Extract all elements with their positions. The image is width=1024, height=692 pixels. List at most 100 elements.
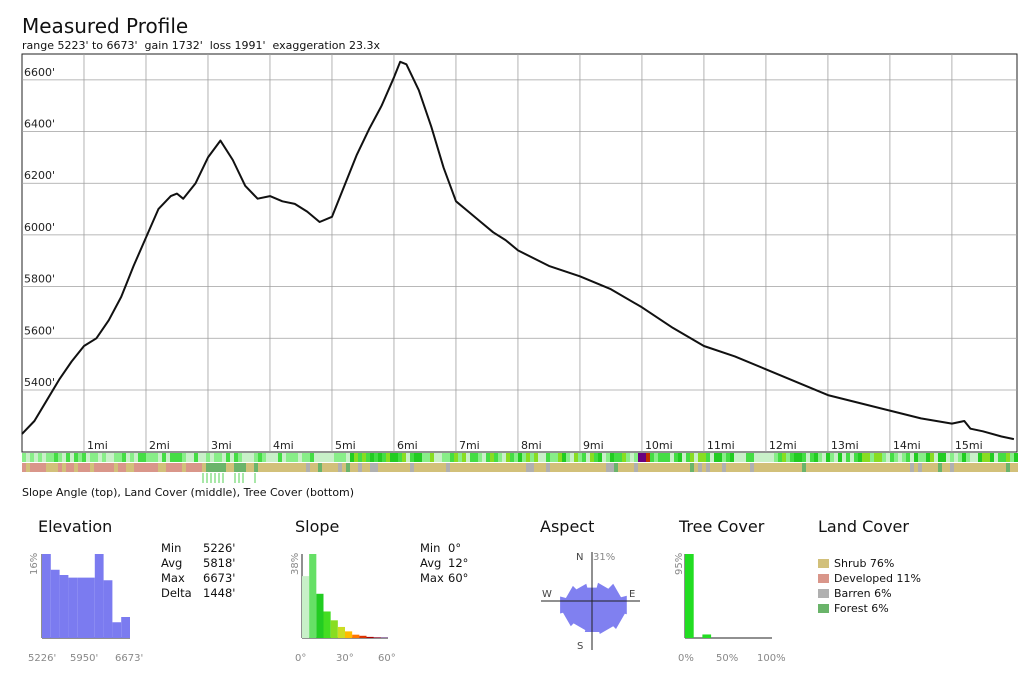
slope-strip-cell bbox=[462, 453, 466, 462]
slope-strip-cell bbox=[162, 453, 166, 462]
slope-strip-cell bbox=[774, 453, 778, 462]
slope-strip-cell bbox=[646, 453, 650, 462]
slope-strip-cell bbox=[422, 453, 426, 462]
x-tick-label: 13mi bbox=[831, 439, 859, 452]
land-cover-strip-cell bbox=[286, 463, 290, 472]
stat-row: Min 5226' bbox=[161, 541, 235, 556]
slope-strip-cell bbox=[242, 453, 246, 462]
slope-strip-cell bbox=[710, 453, 714, 462]
slope-hist-bar bbox=[302, 576, 310, 638]
land-cover-strip-cell bbox=[334, 463, 338, 472]
slope-strip-cell bbox=[338, 453, 342, 462]
strip-legend-caption: Slope Angle (top), Land Cover (middle), … bbox=[22, 486, 355, 499]
land-cover-strip-cell bbox=[954, 463, 958, 472]
page-subtitle: range 5223' to 6673' gain 1732' loss 199… bbox=[22, 39, 380, 52]
land-cover-strip-cell bbox=[190, 463, 194, 472]
slope-strip-cell bbox=[170, 453, 174, 462]
land-cover-strip-cell bbox=[422, 463, 426, 472]
land-cover-strip-cell bbox=[194, 463, 198, 472]
slope-hist-bar bbox=[352, 634, 360, 638]
slope-strip-cell bbox=[870, 453, 874, 462]
aspect-south-label: S bbox=[577, 641, 584, 652]
tree-cover-strip-cell bbox=[242, 473, 244, 483]
y-tick-label: 6200' bbox=[24, 169, 55, 182]
land-cover-strip-cell bbox=[678, 463, 682, 472]
stat-row: Min 0° bbox=[420, 541, 468, 556]
slope-strip-cell bbox=[958, 453, 962, 462]
land-cover-strip-cell bbox=[38, 463, 42, 472]
slope-strip-cell bbox=[750, 453, 754, 462]
slope-strip-cell bbox=[526, 453, 530, 462]
land-cover-strip-cell bbox=[266, 463, 270, 472]
slope-strip-cell bbox=[378, 453, 382, 462]
slope-strip-cell bbox=[594, 453, 598, 462]
slope-strip-cell bbox=[74, 453, 78, 462]
aspect-west-label: W bbox=[542, 589, 552, 600]
slope-strip-cell bbox=[374, 453, 378, 462]
land-cover-strip-cell bbox=[698, 463, 702, 472]
elevation-hist-bar bbox=[103, 580, 113, 638]
land-cover-strip-cell bbox=[566, 463, 570, 472]
land-cover-strip-cell bbox=[774, 463, 778, 472]
slope-strip-cell bbox=[682, 453, 686, 462]
slope-strip-cell bbox=[426, 453, 430, 462]
elevation-hist-bar bbox=[94, 554, 104, 638]
slope-strip-cell bbox=[994, 453, 998, 462]
x-tick-label: 2mi bbox=[149, 439, 170, 452]
land-cover-strip-cell bbox=[730, 463, 734, 472]
land-cover-strip-cell bbox=[710, 463, 714, 472]
land-cover-legend-item: Shrub 76% bbox=[818, 556, 894, 571]
slope-strip-cell bbox=[434, 453, 438, 462]
land-cover-strip-cell bbox=[450, 463, 454, 472]
land-cover-strip-cell bbox=[578, 463, 582, 472]
land-cover-strip-cell bbox=[158, 463, 162, 472]
land-cover-strip-cell bbox=[602, 463, 606, 472]
slope-hist-bar bbox=[330, 620, 338, 638]
land-cover-strip-cell bbox=[874, 463, 878, 472]
land-cover-strip-cell bbox=[742, 463, 746, 472]
slope-strip-cell bbox=[182, 453, 186, 462]
slope-strip-cell bbox=[414, 453, 418, 462]
slope-strip-cell bbox=[102, 453, 106, 462]
slope-strip-cell bbox=[554, 453, 558, 462]
x-tick-label: 5mi bbox=[335, 439, 356, 452]
slope-strip-cell bbox=[702, 453, 706, 462]
land-cover-legend-item: Developed 11% bbox=[818, 571, 921, 586]
land-cover-strip-cell bbox=[850, 463, 854, 472]
slope-strip-cell bbox=[830, 453, 834, 462]
land-cover-strip-cell bbox=[170, 463, 174, 472]
slope-strip-cell bbox=[274, 453, 278, 462]
land-cover-strip-cell bbox=[82, 463, 86, 472]
slope-strip-cell bbox=[322, 453, 326, 462]
land-cover-strip-cell bbox=[870, 463, 874, 472]
land-cover-strip-cell bbox=[882, 463, 886, 472]
slope-strip-cell bbox=[222, 453, 226, 462]
slope-strip-cell bbox=[886, 453, 890, 462]
slope-strip-cell bbox=[98, 453, 102, 462]
land-cover-strip-cell bbox=[914, 463, 918, 472]
x-tick-label: 8mi bbox=[521, 439, 542, 452]
land-cover-strip-cell bbox=[526, 463, 530, 472]
elevation-stats: Min 5226' Avg 5818' Max 6673' Delta 1448' bbox=[161, 541, 235, 601]
slope-panel-title: Slope bbox=[295, 517, 340, 536]
stat-row: Max 60° bbox=[420, 571, 468, 586]
land-cover-strip-cell bbox=[934, 463, 938, 472]
slope-strip-cell bbox=[150, 453, 154, 462]
land-cover-strip-cell bbox=[798, 463, 802, 472]
slope-strip-cell bbox=[446, 453, 450, 462]
slope-strip-cell bbox=[38, 453, 42, 462]
land-cover-strip-cell bbox=[634, 463, 638, 472]
land-cover-strip-cell bbox=[378, 463, 382, 472]
slope-strip-cell bbox=[690, 453, 694, 462]
land-cover-strip-cell bbox=[410, 463, 414, 472]
tree-cover-strip-cell bbox=[254, 473, 256, 483]
plot-frame bbox=[21, 53, 1018, 453]
tree-cover-strip-cell bbox=[238, 473, 240, 483]
slope-strip-cell bbox=[1010, 453, 1014, 462]
land-cover-strip-cell bbox=[834, 463, 838, 472]
tree-cover-strip-cell bbox=[202, 473, 204, 483]
stat-row: Max 6673' bbox=[161, 571, 235, 586]
slope-strip-cell bbox=[766, 453, 770, 462]
land-cover-strip-cell bbox=[606, 463, 610, 472]
slope-strip-cell bbox=[922, 453, 926, 462]
